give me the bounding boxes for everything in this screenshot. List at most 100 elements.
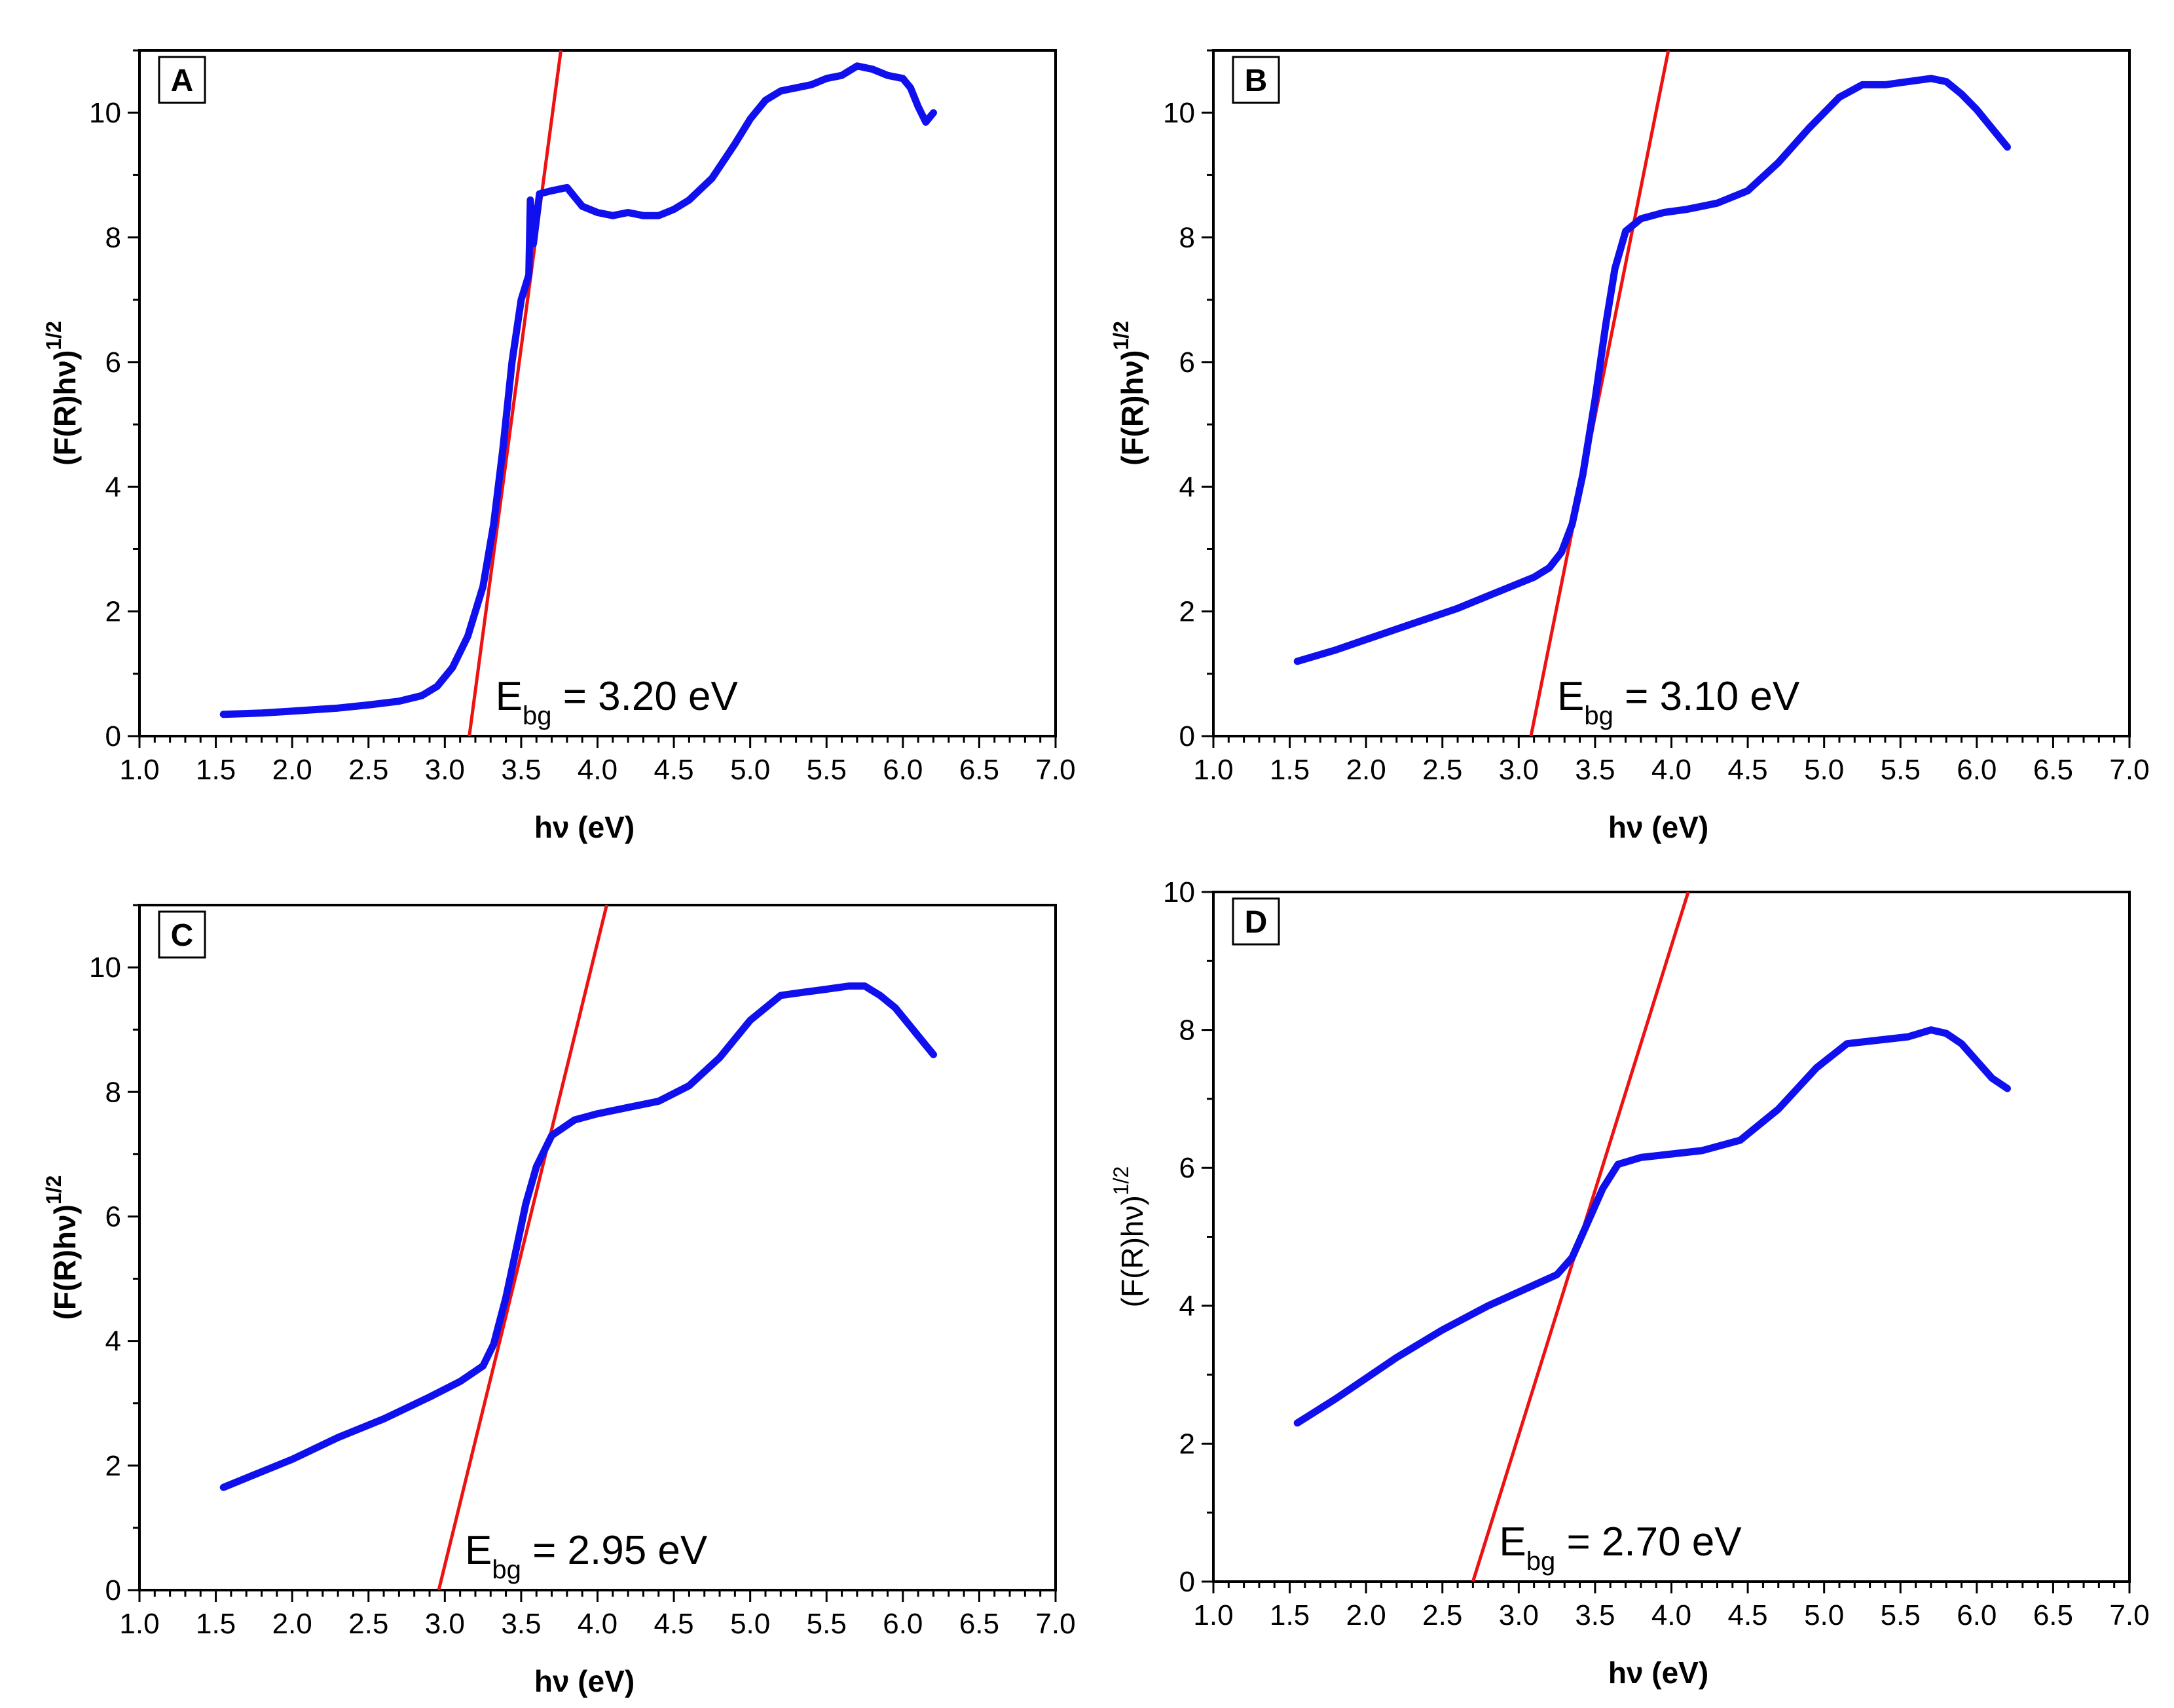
plot-frame — [1212, 49, 2131, 737]
x-tick-label: 2.0 — [1346, 754, 1386, 786]
y-tick-label: 6 — [1179, 346, 1195, 379]
y-tick-label: 6 — [1179, 1152, 1195, 1184]
y-axis-title-superscript: 1/2 — [42, 1176, 65, 1204]
panel-label: C — [171, 918, 194, 953]
series-line-c — [219, 982, 937, 1491]
y-tick-label: 8 — [105, 222, 121, 254]
y-axis-title-superscript: 1/2 — [1109, 321, 1133, 350]
panel-label-box — [158, 910, 206, 959]
chart-panel-d: 1.0 1.5 2.0 2.5 3.0 3.5 4.0 4.5 5.0 5.5 6.0 6.5 7.0 0… — [1109, 876, 2150, 1690]
series-line-a — [219, 62, 937, 718]
x-axis-title: hν (eV) — [1608, 810, 1708, 844]
panel-label-box — [158, 56, 206, 104]
x-tick-label: 4.0 — [1651, 754, 1691, 786]
x-tick-label: 6.5 — [959, 1608, 999, 1640]
x-tick-label: 3.0 — [1499, 754, 1539, 786]
x-tick-label: 6.5 — [2033, 754, 2073, 786]
x-tick-label: 6.0 — [1957, 754, 1997, 786]
band-gap-annotation: Ebg = 3.10 eV — [1557, 674, 1800, 730]
x-tick-label: 2.0 — [272, 1608, 312, 1640]
x-tick-label: 4.5 — [654, 1608, 693, 1640]
y-tick-label: 10 — [89, 952, 121, 984]
band-gap-subscript: bg — [1526, 1547, 1556, 1576]
x-tick-label: 4.0 — [578, 754, 617, 786]
x-tick-label: 3.5 — [501, 754, 541, 786]
band-gap-value: = 3.10 eV — [1613, 674, 1800, 719]
plot-frame — [138, 904, 1057, 1591]
x-tick-label: 4.0 — [578, 1608, 617, 1640]
x-tick-label: 7.0 — [2109, 754, 2149, 786]
x-tick-label: 4.5 — [654, 754, 693, 786]
x-tick-label: 1.0 — [119, 754, 159, 786]
band-gap-annotation: Ebg = 2.70 eV — [1499, 1519, 1742, 1576]
y-axis-title-main: (F(R)hν) — [48, 350, 82, 466]
y-axis-title-superscript: 1/2 — [42, 321, 65, 350]
x-tick-label: 2.0 — [1346, 1599, 1386, 1631]
x-tick-label: 6.0 — [883, 754, 923, 786]
band-gap-value: = 2.70 eV — [1555, 1519, 1742, 1565]
tauc-fit-line — [1529, 50, 1670, 736]
x-tick-label: 3.0 — [1499, 1599, 1539, 1631]
y-tick-label: 0 — [1179, 1566, 1195, 1598]
y-axis-title: (F(R)hν)1/2 — [1109, 1166, 1149, 1308]
x-tick-label: 3.5 — [1575, 754, 1615, 786]
x-tick-label: 3.0 — [425, 754, 465, 786]
y-tick-label: 8 — [105, 1076, 121, 1108]
x-tick-label: 2.5 — [348, 754, 388, 786]
plot-frame — [1212, 891, 2131, 1583]
x-tick-label: 1.5 — [196, 754, 236, 786]
x-tick-label: 2.5 — [348, 1608, 388, 1640]
band-gap-symbol: E — [496, 674, 523, 719]
y-tick-label: 8 — [1179, 222, 1195, 254]
panel-label: B — [1245, 64, 1268, 98]
chart-panel-c: 1.0 1.5 2.0 2.5 3.0 3.5 4.0 4.5 5.0 5.5 6.0 6.5 7.0 0… — [42, 904, 1076, 1698]
y-tick-label: 10 — [89, 97, 121, 129]
y-axis-title-superscript: 1/2 — [1109, 1166, 1133, 1195]
tauc-fit-line — [468, 50, 563, 736]
band-gap-annotation: Ebg = 2.95 eV — [465, 1528, 708, 1584]
y-axis-title: (F(R)hν)1/2 — [42, 321, 82, 466]
y-tick-label: 6 — [105, 1200, 121, 1233]
panel-label-box — [1232, 56, 1280, 104]
y-tick-label: 2 — [105, 596, 121, 628]
y-tick-label: 0 — [105, 1574, 121, 1606]
y-tick-label: 6 — [105, 346, 121, 379]
band-gap-subscript: bg — [523, 701, 552, 730]
band-gap-symbol: E — [1557, 674, 1584, 719]
x-tick-label: 2.5 — [1422, 754, 1462, 786]
panel-label: D — [1245, 905, 1268, 940]
y-tick-label: 8 — [1179, 1014, 1195, 1047]
y-axis-title-main: (F(R)hν) — [1115, 1195, 1149, 1307]
chart-panel-b: 1.0 1.5 2.0 2.5 3.0 3.5 4.0 4.5 5.0 5.5 6.0 6.5 7.0 0… — [1109, 49, 2150, 844]
y-tick-label: 10 — [1163, 97, 1195, 129]
y-axis-title-main: (F(R)hν) — [1115, 350, 1149, 466]
x-tick-label: 7.0 — [2109, 1599, 2149, 1631]
panel-label: A — [171, 64, 194, 98]
series-line-b — [1293, 75, 2011, 665]
x-tick-label: 2.0 — [272, 754, 312, 786]
band-gap-subscript: bg — [1584, 701, 1613, 730]
y-tick-label: 4 — [1179, 1290, 1195, 1322]
x-tick-label: 1.0 — [1193, 1599, 1233, 1631]
y-axis-title: (F(R)hν)1/2 — [1109, 321, 1149, 466]
band-gap-value: = 2.95 eV — [521, 1528, 708, 1573]
y-tick-label: 2 — [1179, 1428, 1195, 1460]
x-axis-title: hν (eV) — [534, 1664, 635, 1698]
band-gap-subscript: bg — [492, 1555, 521, 1584]
band-gap-symbol: E — [465, 1528, 492, 1573]
y-tick-label: 2 — [105, 1450, 121, 1482]
x-tick-label: 1.5 — [196, 1608, 236, 1640]
band-gap-value: = 3.20 eV — [551, 674, 738, 719]
y-axis-title-main: (F(R)hν) — [48, 1204, 82, 1320]
x-tick-label: 3.0 — [425, 1608, 465, 1640]
x-tick-label: 5.5 — [807, 1608, 847, 1640]
x-axis-title: hν (eV) — [1608, 1656, 1708, 1690]
x-tick-label: 2.5 — [1422, 1599, 1462, 1631]
x-tick-label: 1.0 — [1193, 754, 1233, 786]
x-tick-label: 5.0 — [730, 754, 770, 786]
x-tick-label: 6.5 — [959, 754, 999, 786]
x-tick-label: 7.0 — [1035, 1608, 1075, 1640]
x-tick-label: 5.0 — [1804, 754, 1844, 786]
chart-panel-a: 1.0 1.5 2.0 2.5 3.0 3.5 4.0 4.5 5.0 5.5 6.0 6.5 7.0 0… — [42, 49, 1076, 844]
